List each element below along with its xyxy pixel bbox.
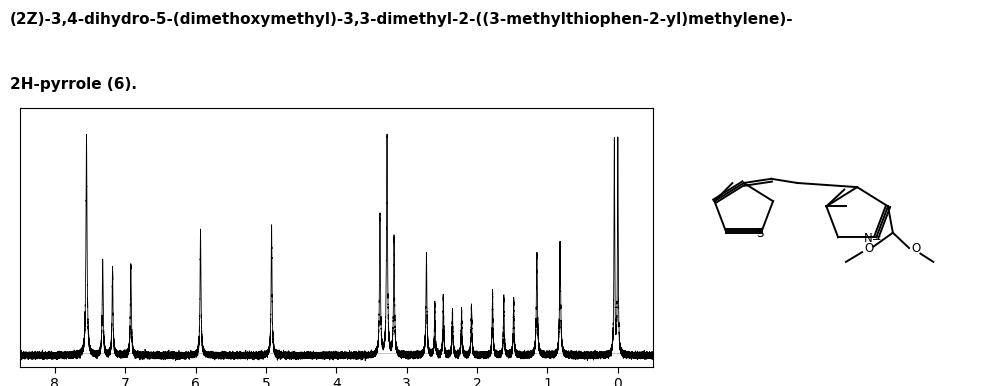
Text: O: O — [864, 242, 873, 254]
Text: S: S — [756, 227, 764, 240]
Text: 2H-pyrrole (6).: 2H-pyrrole (6). — [10, 77, 136, 92]
Text: O: O — [911, 242, 920, 254]
Text: N=: N= — [864, 232, 882, 245]
Text: (2Z)-3,4-dihydro-5-(dimethoxymethyl)-3,3-dimethyl-2-((3-methylthiophen-2-yl)meth: (2Z)-3,4-dihydro-5-(dimethoxymethyl)-3,3… — [10, 12, 793, 27]
